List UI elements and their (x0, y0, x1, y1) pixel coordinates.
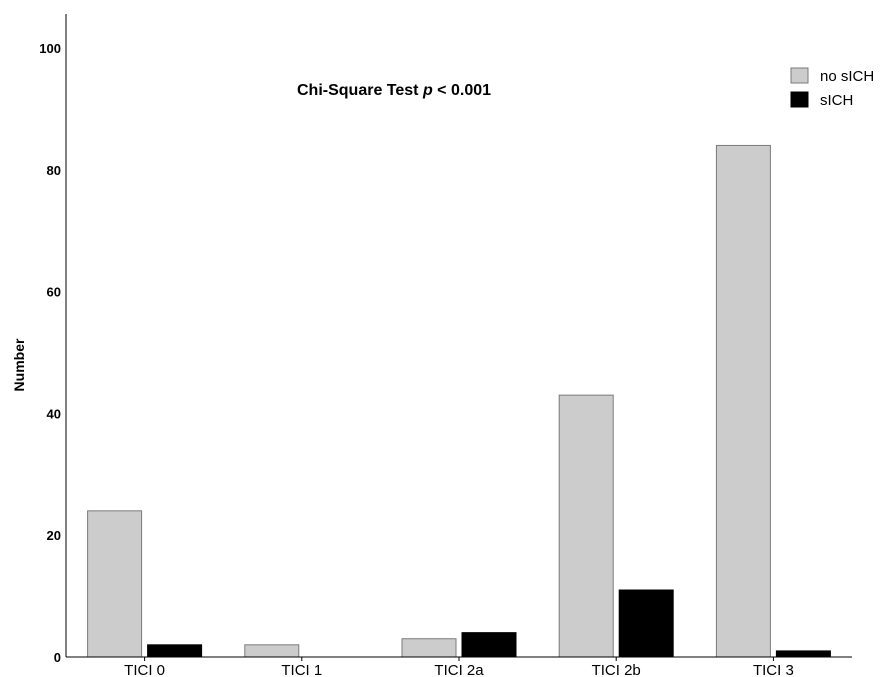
y-axis-ticks: 0 20 40 60 80 100 (39, 41, 61, 665)
chi-square-annotation: Chi-Square Test p < 0.001 (297, 82, 491, 99)
y-tick-label: 60 (47, 285, 61, 300)
legend-label: no sICH (820, 68, 874, 85)
annotation-p-italic: p (422, 82, 433, 99)
legend-swatch (790, 67, 809, 84)
bar-no-sICH-TICI-2a (401, 638, 457, 658)
bar-sICH-TICI-2b (618, 589, 674, 658)
y-tick-label: 80 (47, 163, 61, 178)
y-tick-label: 0 (54, 650, 61, 665)
x-tick-label: TICI 2a (434, 662, 484, 677)
bar-no-sICH-TICI-2b (558, 394, 614, 658)
annotation-prefix: Chi-Square Test (297, 82, 423, 99)
annotation-suffix: < 0.001 (433, 82, 491, 99)
x-axis-ticks: TICI 0 TICI 1 TICI 2a TICI 2b TICI 3 (124, 657, 794, 677)
bar-sICH-TICI-2a (461, 632, 517, 658)
bars (87, 144, 831, 658)
bar-sICH-TICI-0 (147, 644, 203, 658)
x-tick-label: TICI 0 (124, 662, 165, 677)
y-axis-label: Number (11, 338, 27, 391)
x-tick-label: TICI 2b (592, 662, 641, 677)
legend-label: sICH (820, 92, 853, 109)
y-tick-label: 40 (47, 406, 61, 421)
legend: no sICH sICH (790, 67, 874, 109)
y-tick-label: 100 (39, 41, 61, 56)
legend-swatch (790, 91, 809, 108)
bar-no-sICH-TICI-1 (244, 644, 300, 658)
x-tick-label: TICI 1 (281, 662, 322, 677)
bar-no-sICH-TICI-3 (715, 144, 771, 658)
y-tick-label: 20 (47, 528, 61, 543)
x-tick-label: TICI 3 (753, 662, 794, 677)
bar-sICH-TICI-3 (775, 650, 831, 658)
bar-no-sICH-TICI-0 (87, 510, 143, 658)
